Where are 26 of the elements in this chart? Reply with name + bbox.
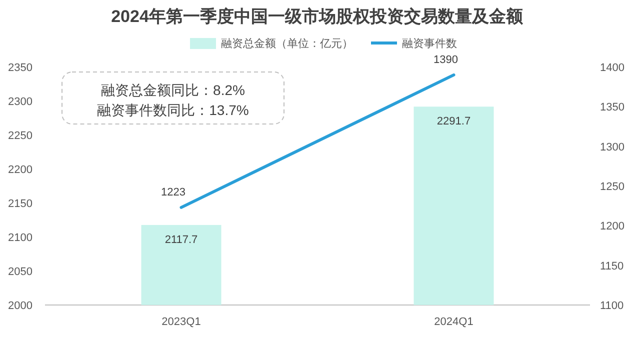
data-label: 2117.7 bbox=[164, 234, 198, 246]
y-tick-label: 2150 bbox=[8, 198, 32, 210]
y-tick-label: 2050 bbox=[8, 266, 32, 278]
legend-label: 融资事件数 bbox=[402, 37, 457, 50]
y-tick-label: 2000 bbox=[8, 300, 32, 312]
y2-tick-label: 1150 bbox=[600, 260, 624, 272]
y2-tick-label: 1100 bbox=[600, 300, 624, 312]
y2-tick-label: 1300 bbox=[600, 141, 624, 154]
y-tick-label: 2300 bbox=[8, 96, 32, 108]
annotation: 融资事件数同比：13.7% bbox=[97, 102, 249, 118]
data-label: 1390 bbox=[434, 54, 458, 66]
y-tick-label: 2250 bbox=[8, 130, 32, 142]
y2-tick-label: 1200 bbox=[600, 220, 624, 233]
data-label: 1223 bbox=[161, 186, 186, 198]
legend-label: 融资总金额（单位：亿元） bbox=[221, 37, 353, 50]
annotation: 融资总金额同比：8.2% bbox=[101, 82, 245, 98]
x-tick-label: 2024Q1 bbox=[434, 316, 474, 328]
data-label: 2291.7 bbox=[436, 116, 471, 128]
y-tick-label: 2200 bbox=[8, 164, 32, 176]
y-tick-label: 2350 bbox=[8, 62, 32, 74]
chart-title: 2024年第一季度中国一级市场股权投资交易数量及金额 bbox=[111, 7, 524, 26]
y2-tick-label: 1400 bbox=[600, 62, 624, 74]
y-tick-label: 2100 bbox=[8, 232, 32, 244]
y2-tick-label: 1350 bbox=[600, 102, 624, 114]
y2-tick-label: 1250 bbox=[600, 181, 624, 193]
x-tick-label: 2023Q1 bbox=[162, 316, 201, 328]
